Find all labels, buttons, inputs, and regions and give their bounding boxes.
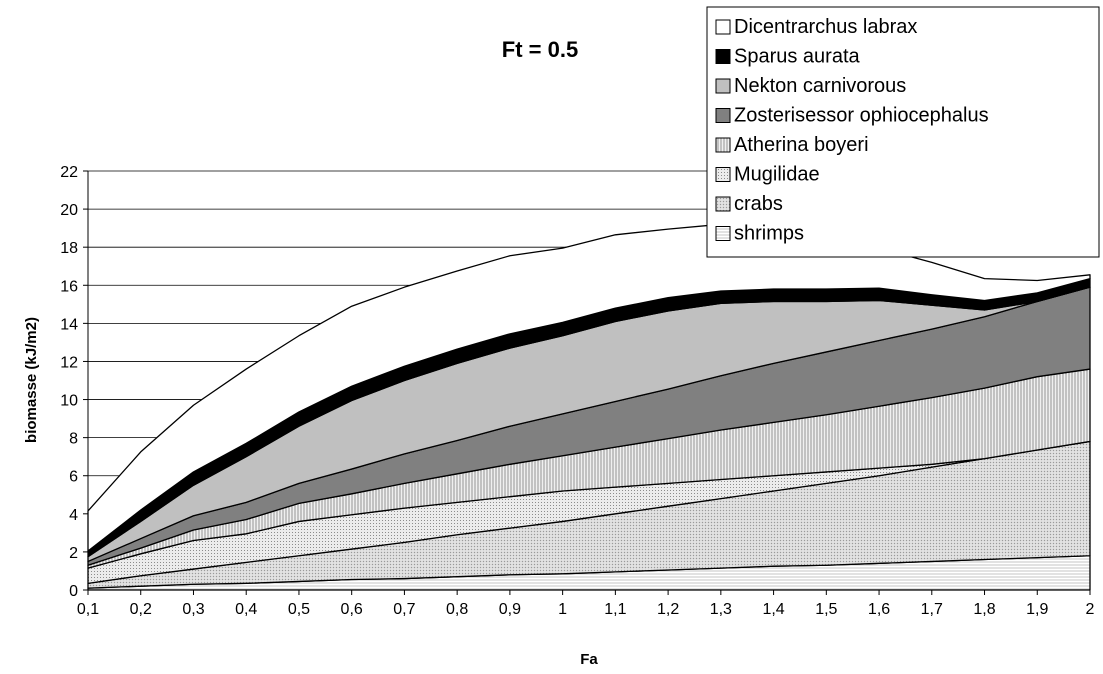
legend-label: Nekton carnivorous	[734, 75, 906, 97]
y-tick-label: 6	[69, 469, 78, 486]
x-tick-label: 0,8	[446, 601, 468, 618]
y-tick-label: 10	[60, 393, 78, 410]
x-tick-label: 0,6	[341, 601, 363, 618]
legend-swatch	[715, 49, 731, 64]
x-tick-label: 1	[558, 601, 567, 618]
y-tick-label: 8	[69, 431, 78, 448]
area-layer	[87, 223, 1091, 591]
legend-swatch	[715, 137, 731, 153]
x-tick-label: 1,8	[973, 601, 995, 618]
y-tick-label: 0	[69, 583, 78, 600]
x-tick-label: 0,5	[288, 601, 310, 618]
x-tick-label: 0,2	[130, 601, 152, 618]
x-tick-label: 0,3	[182, 601, 204, 618]
y-axis-label: biomasse (kJ/m2)	[23, 317, 40, 443]
legend-label: shrimps	[734, 223, 804, 245]
x-tick-label: 0,7	[393, 601, 415, 618]
y-tick-label: 2	[69, 545, 78, 562]
legend-swatch	[715, 167, 731, 182]
legend-label: Sparus aurata	[734, 46, 861, 68]
legend-label: Atherina boyeri	[734, 134, 869, 156]
legend-swatch	[715, 226, 731, 241]
x-tick-label: 1,5	[815, 601, 837, 618]
x-ticks: 0,1 0,2 0,3 0,4 0,5 0,6 0,7 0,8 0,9 1 1,1 1,2 1,3 1,4…	[77, 590, 1095, 618]
legend: Dicentrarchus labrax Sparus aurata Nekton …	[706, 6, 1100, 258]
legend-label: Mugilidae	[734, 164, 820, 186]
y-tick-label: 12	[60, 354, 78, 371]
x-tick-label: 0,1	[77, 601, 99, 618]
x-tick-label: 0,9	[499, 601, 521, 618]
x-tick-label: 1,7	[921, 601, 943, 618]
y-tick-label: 18	[60, 240, 78, 257]
x-tick-label: 1,3	[710, 601, 732, 618]
y-tick-label: 14	[60, 316, 78, 333]
y-ticks: 0 2 4 6 8 10 12 14 16 18 20 22	[60, 164, 88, 600]
x-tick-label: 1,9	[1026, 601, 1048, 618]
y-tick-label: 20	[60, 202, 78, 219]
legend-swatch	[715, 108, 731, 123]
y-tick-label: 22	[60, 164, 78, 181]
x-tick-label: 2	[1086, 601, 1095, 618]
x-tick-label: 1,4	[762, 601, 784, 618]
legend-label: Dicentrarchus labrax	[734, 16, 917, 38]
x-tick-label: 1,1	[604, 601, 626, 618]
chart-title: Ft = 0.5	[502, 37, 578, 62]
area-dicentrarchus-labrax	[87, 223, 1091, 552]
y-tick-label: 4	[69, 507, 78, 524]
legend-label: crabs	[734, 193, 783, 215]
legend-box	[706, 6, 1100, 258]
legend-label: Zosterisessor ophiocephalus	[734, 105, 989, 127]
legend-swatch	[715, 78, 731, 94]
x-tick-label: 1,6	[868, 601, 890, 618]
legend-swatch	[715, 19, 731, 35]
x-axis-label: Fa	[580, 651, 598, 668]
axes	[87, 171, 1090, 591]
legend-swatch	[715, 196, 731, 212]
x-tick-label: 1,2	[657, 601, 679, 618]
y-tick-label: 16	[60, 278, 78, 295]
x-tick-label: 0,4	[235, 601, 257, 618]
